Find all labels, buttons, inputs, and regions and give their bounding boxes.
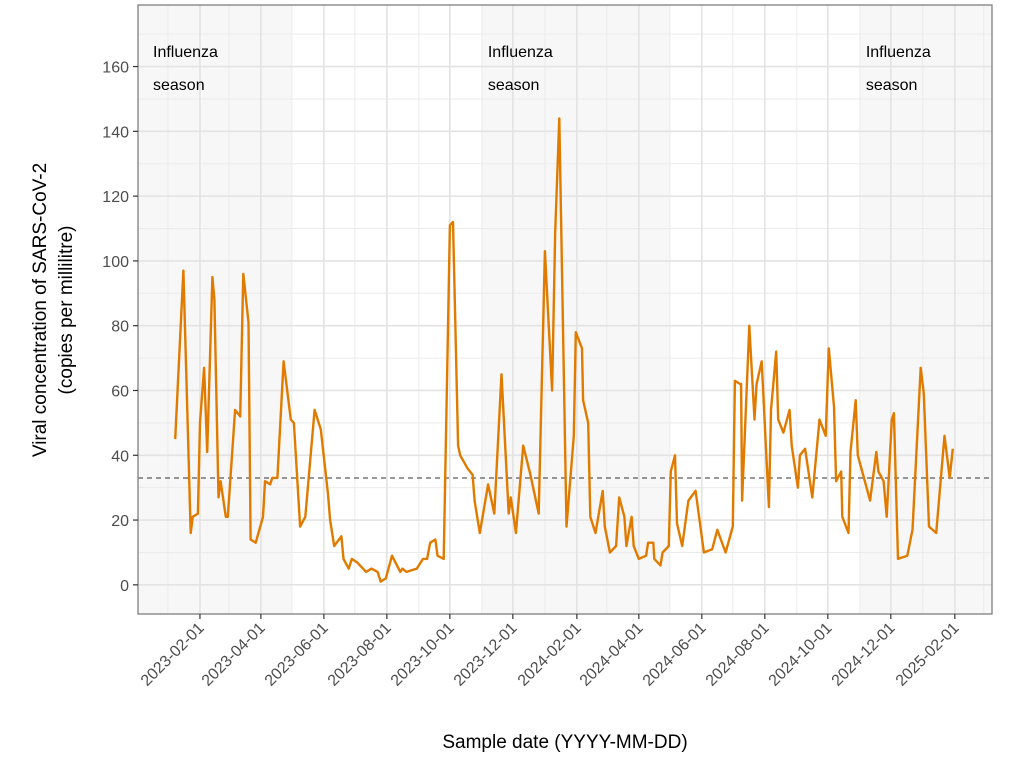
y-axis-title-line2: (copies per millilitre) (56, 226, 77, 395)
x-tick-label: 2024-06-01 (640, 620, 710, 690)
y-tick-label: 40 (111, 448, 129, 465)
x-axis-title: Sample date (YYYY-MM-DD) (442, 732, 687, 753)
influenza-season-label: season (153, 77, 205, 94)
influenza-season-label: season (488, 77, 540, 94)
x-tick-label: 2023-04-01 (199, 620, 269, 690)
y-tick-label: 100 (102, 254, 129, 271)
influenza-season-label: season (866, 77, 918, 94)
y-tick-label: 0 (120, 578, 129, 595)
x-tick-label: 2023-06-01 (262, 620, 332, 690)
x-tick-label: 2023-02-01 (138, 620, 208, 690)
y-tick-label: 140 (102, 124, 129, 141)
concentration-line (174, 117, 954, 583)
x-tick-label: 2025-02-01 (893, 620, 963, 690)
x-tick-label: 2024-04-01 (577, 620, 647, 690)
y-tick-label: 20 (111, 513, 129, 530)
shaded-period (481, 5, 670, 614)
gridlines (138, 5, 992, 614)
y-tick-label: 160 (102, 60, 129, 77)
y-tick-label: 80 (111, 319, 129, 336)
x-tick-label: 2023-10-01 (388, 620, 458, 690)
x-tick-label: 2023-12-01 (451, 620, 521, 690)
shaded-period (859, 5, 992, 614)
series-line (174, 117, 954, 583)
panel-border (137, 4, 993, 615)
x-tick-label: 2024-12-01 (829, 620, 899, 690)
y-axis-title-line1: Viral concentration of SARS-CoV-2 (30, 163, 51, 457)
x-tick-label: 2023-08-01 (325, 620, 395, 690)
x-tick-label: 2024-10-01 (766, 620, 836, 690)
influenza-season-label: Influenza (866, 44, 931, 61)
shaded-periods (138, 5, 992, 614)
influenza-season-label: Influenza (488, 44, 553, 61)
influenza-season-label: Influenza (153, 44, 218, 61)
x-tick-label: 2024-08-01 (703, 620, 773, 690)
y-tick-label: 60 (111, 383, 129, 400)
x-tick-label: 2024-02-01 (515, 620, 585, 690)
y-tick-label: 120 (102, 189, 129, 206)
annotations: Influenza season Influenza season Influenza s… (153, 44, 931, 94)
